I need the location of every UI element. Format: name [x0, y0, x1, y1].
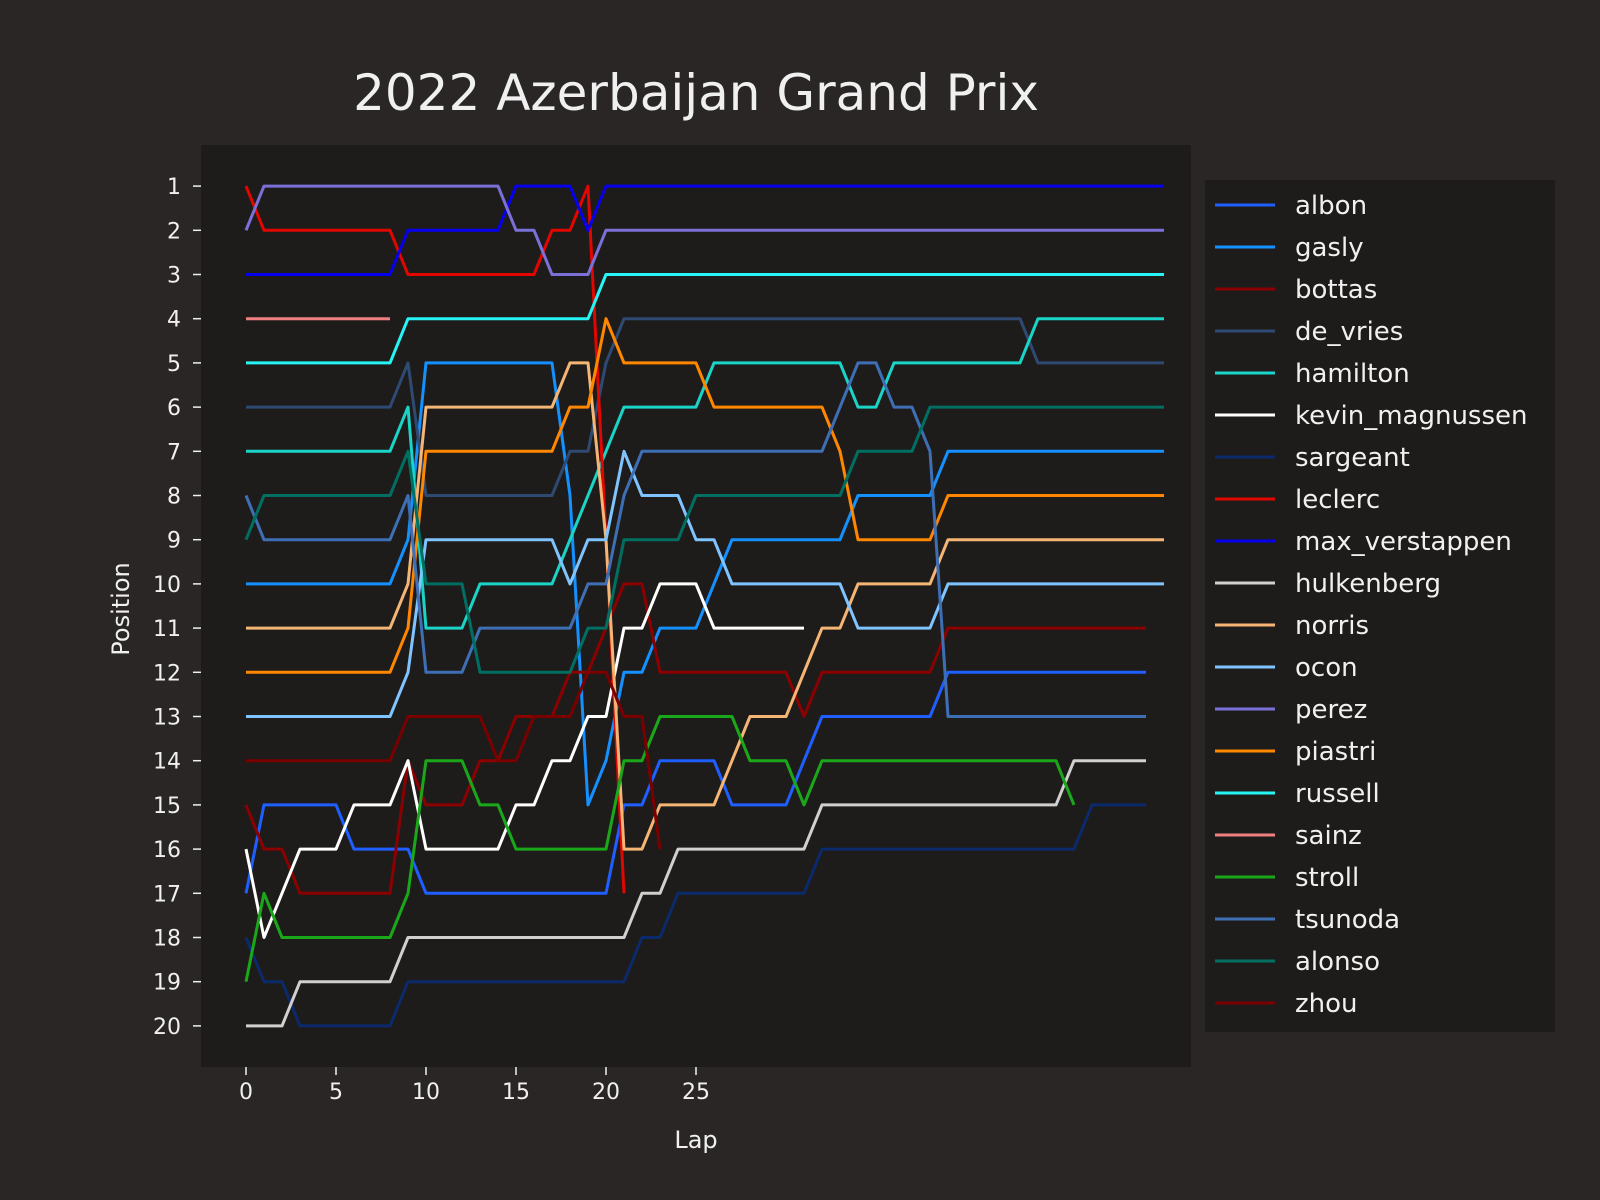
series-line-piastri	[246, 317, 1164, 674]
y-tick-label: 10	[153, 573, 181, 598]
series-line-stroll	[244, 715, 1076, 982]
y-tick-label: 9	[167, 529, 181, 554]
series-line-kevin-magnussen	[244, 582, 804, 939]
y-tick-label: 6	[167, 396, 181, 421]
series-line-hulkenberg	[246, 759, 1146, 1028]
series-line-albon	[244, 670, 1146, 895]
x-axis: 0 5 10 15 20 25	[239, 1067, 710, 1105]
legend-label: bottas	[1295, 275, 1377, 305]
legend-label: hulkenberg	[1295, 569, 1441, 599]
legend-label: sainz	[1295, 821, 1362, 851]
x-axis-label: Lap	[674, 1126, 717, 1154]
series-line-russell	[246, 273, 1164, 365]
legend-label: kevin_magnussen	[1295, 401, 1528, 431]
y-tick-label: 2	[167, 219, 181, 244]
legend-label: perez	[1295, 695, 1367, 725]
series-line-ocon	[246, 449, 1164, 718]
x-tick-label: 25	[682, 1080, 710, 1105]
legend-box	[1205, 180, 1555, 1032]
chart-title: 2022 Azerbaijan Grand Prix	[353, 64, 1039, 122]
y-tick-label: 18	[153, 926, 181, 951]
series-line-gasly	[246, 361, 1164, 807]
y-tick-label: 3	[167, 264, 181, 289]
legend-label: gasly	[1295, 233, 1364, 263]
y-tick-label: 17	[153, 882, 181, 907]
y-tick-label: 4	[167, 308, 181, 333]
legend: albon gasly bottas de_vries hamilton kevin_ma…	[1205, 180, 1555, 1032]
y-tick-label: 16	[153, 838, 181, 863]
series-line-de-vries	[246, 317, 1164, 497]
legend-label: piastri	[1295, 737, 1376, 767]
x-tick-label: 5	[329, 1080, 343, 1105]
y-tick-label: 19	[153, 971, 181, 996]
y-tick-label: 13	[153, 705, 181, 730]
legend-label: sargeant	[1295, 443, 1410, 473]
y-tick-label: 7	[167, 440, 181, 465]
legend-label: zhou	[1295, 989, 1358, 1019]
x-tick-label: 0	[239, 1080, 253, 1105]
legend-label: russell	[1295, 779, 1380, 809]
legend-label: de_vries	[1295, 317, 1403, 347]
y-tick-label: 20	[153, 1015, 181, 1040]
series-line-zhou	[246, 670, 662, 850]
series-line-sargeant	[244, 803, 1146, 1028]
y-tick-label: 1	[167, 175, 181, 200]
x-tick-label: 15	[502, 1080, 530, 1105]
series-line-alonso	[244, 405, 1164, 674]
y-tick-label: 15	[153, 794, 181, 819]
legend-label: ocon	[1295, 653, 1358, 683]
legend-label: albon	[1295, 191, 1367, 221]
series-line-hamilton	[246, 317, 1164, 630]
series-line-norris	[246, 361, 1164, 851]
y-tick-label: 12	[153, 661, 181, 686]
x-tick-label: 20	[592, 1080, 620, 1105]
legend-label: hamilton	[1295, 359, 1410, 389]
series-line-perez	[244, 184, 1164, 276]
y-tick-label: 5	[167, 352, 181, 377]
legend-label: norris	[1295, 611, 1369, 641]
x-tick-label: 10	[412, 1080, 440, 1105]
plot-area	[201, 145, 1191, 1067]
legend-label: stroll	[1295, 863, 1359, 893]
series-line-bottas	[244, 582, 1146, 895]
series-line-tsunoda	[244, 361, 1146, 718]
legend-label: leclerc	[1295, 485, 1380, 515]
y-tick-label: 8	[167, 485, 181, 510]
series-line-max-verstappen	[246, 184, 1164, 276]
legend-label: tsunoda	[1295, 905, 1400, 935]
y-tick-label: 11	[153, 617, 181, 642]
y-tick-label: 14	[153, 750, 181, 775]
legend-label: alonso	[1295, 947, 1380, 977]
legend-label: max_verstappen	[1295, 527, 1512, 557]
series-lines	[244, 184, 1164, 1028]
y-axis-label: Position	[107, 562, 135, 655]
